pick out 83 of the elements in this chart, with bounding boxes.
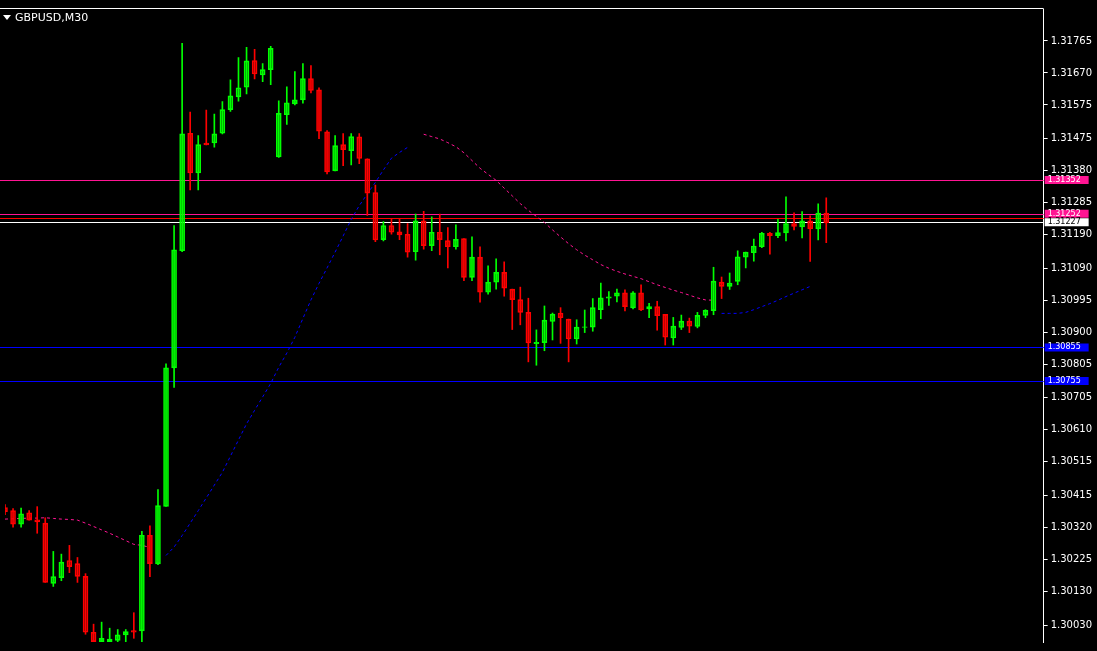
candlestick bbox=[775, 219, 781, 238]
candlestick bbox=[678, 314, 685, 330]
y-tick-label: 1.30415 bbox=[1050, 489, 1093, 501]
candlestick bbox=[356, 133, 363, 164]
candlestick bbox=[597, 282, 604, 320]
candlestick bbox=[283, 86, 290, 125]
candlestick bbox=[428, 216, 435, 252]
candlestick bbox=[332, 135, 338, 172]
y-tick-label: 1.31475 bbox=[1050, 132, 1093, 144]
ref-line-label: 1.31252 bbox=[1047, 208, 1081, 218]
candlestick bbox=[195, 135, 202, 191]
candlestick bbox=[638, 284, 644, 312]
candlestick bbox=[300, 63, 306, 104]
candlestick bbox=[630, 291, 636, 310]
y-tick-label: 1.30995 bbox=[1050, 293, 1093, 305]
candlestick bbox=[324, 130, 330, 175]
candlestick bbox=[155, 489, 161, 565]
y-tick-label: 1.30225 bbox=[1050, 553, 1093, 565]
candlestick bbox=[445, 227, 451, 269]
y-tick-label: 1.31380 bbox=[1050, 164, 1093, 176]
y-tick-label: 1.30030 bbox=[1050, 618, 1093, 630]
candlestick bbox=[187, 111, 194, 191]
candlestick bbox=[815, 203, 822, 241]
candlestick bbox=[267, 46, 274, 86]
candlestick bbox=[139, 530, 145, 642]
y-tick-label: 1.30130 bbox=[1050, 585, 1093, 597]
y-tick-label: 1.30805 bbox=[1050, 357, 1093, 369]
candlestick bbox=[308, 65, 314, 94]
candlestick bbox=[606, 291, 612, 306]
candlestick bbox=[589, 298, 596, 332]
candlestick bbox=[509, 288, 516, 330]
y-tick-label: 1.30705 bbox=[1050, 391, 1093, 403]
candlestick bbox=[348, 133, 355, 166]
candlestick bbox=[662, 314, 669, 346]
candlestick bbox=[316, 87, 322, 139]
candlestick bbox=[171, 225, 177, 388]
candlestick bbox=[179, 43, 185, 253]
candlestick bbox=[517, 286, 524, 326]
y-tick-label: 1.30900 bbox=[1050, 325, 1093, 337]
candlestick bbox=[34, 506, 41, 534]
candlestick bbox=[42, 517, 49, 583]
ref-line-label: 1.30755 bbox=[1047, 376, 1081, 386]
candlestick bbox=[750, 238, 757, 262]
candlestick bbox=[453, 224, 459, 250]
candlestick bbox=[364, 158, 371, 216]
candlestick bbox=[501, 261, 508, 297]
candlestick bbox=[622, 289, 628, 312]
candlestick bbox=[485, 265, 491, 295]
candlestick bbox=[10, 508, 16, 528]
y-tick-label: 1.30515 bbox=[1050, 455, 1093, 467]
y-tick-label: 1.31090 bbox=[1050, 261, 1093, 273]
candlestick bbox=[469, 236, 475, 282]
ref-line-label: 1.30855 bbox=[1047, 342, 1081, 352]
ref-line-label: 1.31352 bbox=[1047, 175, 1081, 185]
candlestick bbox=[50, 551, 57, 587]
candlestick bbox=[130, 612, 137, 639]
chart-title: GBPUSD,M30 bbox=[15, 11, 89, 24]
candlestick bbox=[461, 238, 467, 282]
candlestick bbox=[122, 629, 129, 642]
y-tick-label: 1.30320 bbox=[1050, 521, 1093, 533]
candlestick bbox=[275, 100, 282, 158]
candlestick bbox=[147, 525, 153, 578]
candlestick bbox=[493, 258, 499, 290]
candlestick bbox=[477, 246, 483, 303]
y-tick-label: 1.31670 bbox=[1050, 66, 1093, 78]
candlestick bbox=[163, 363, 169, 507]
candlestick bbox=[670, 317, 677, 346]
candlestick bbox=[614, 288, 620, 303]
y-tick-label: 1.31285 bbox=[1050, 196, 1093, 208]
candlestick bbox=[654, 300, 660, 331]
candlestick bbox=[783, 196, 789, 242]
candlestick bbox=[767, 231, 773, 255]
candlestick bbox=[340, 133, 346, 166]
y-tick-label: 1.31575 bbox=[1050, 98, 1093, 110]
ref-line-label: 1.31227 bbox=[1047, 217, 1081, 227]
y-tick-label: 1.31190 bbox=[1050, 228, 1093, 240]
candlestick bbox=[18, 507, 24, 528]
y-tick-label: 1.30610 bbox=[1050, 423, 1093, 435]
candlestick bbox=[646, 302, 652, 319]
candlestick bbox=[734, 250, 741, 286]
candlestick bbox=[114, 629, 121, 642]
candlestick bbox=[799, 211, 805, 239]
y-tick-label: 1.31765 bbox=[1050, 34, 1093, 46]
